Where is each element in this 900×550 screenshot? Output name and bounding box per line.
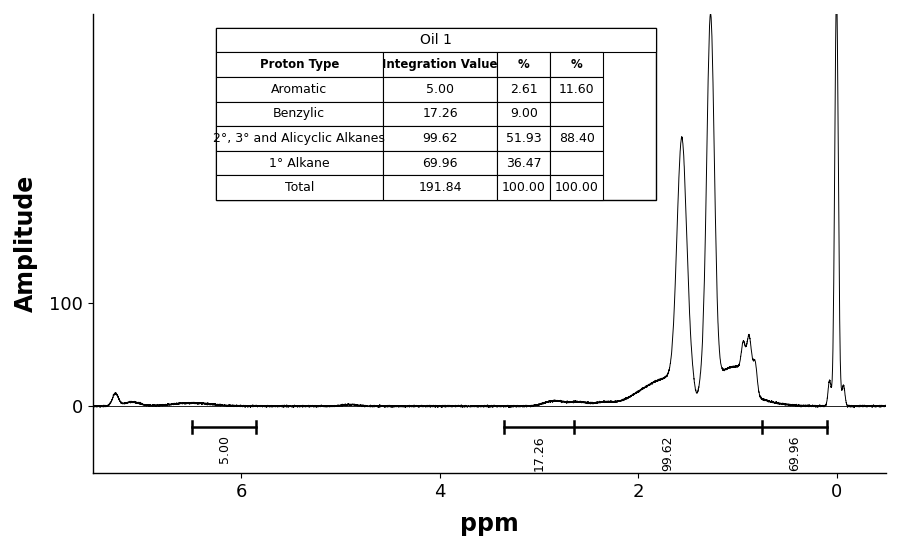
Bar <box>382 52 498 77</box>
Text: %: % <box>518 58 530 71</box>
Bar <box>550 77 603 102</box>
Bar <box>498 126 550 151</box>
X-axis label: ppm: ppm <box>460 512 518 536</box>
Bar <box>216 28 656 200</box>
Bar <box>382 126 498 151</box>
Text: Integration Value: Integration Value <box>382 58 498 71</box>
Bar <box>216 126 382 151</box>
Text: Total: Total <box>284 181 314 194</box>
Bar <box>498 175 550 200</box>
Text: 88.40: 88.40 <box>559 132 595 145</box>
Text: 69.96: 69.96 <box>422 157 458 169</box>
Text: 100.00: 100.00 <box>554 181 598 194</box>
Bar <box>382 151 498 175</box>
Text: 2°, 3° and Alicyclic Alkanes: 2°, 3° and Alicyclic Alkanes <box>213 132 385 145</box>
Text: 17.26: 17.26 <box>533 435 545 471</box>
Text: 5.00: 5.00 <box>218 435 230 463</box>
Bar <box>498 151 550 175</box>
Bar <box>550 102 603 126</box>
Bar <box>550 52 603 77</box>
Text: 5.00: 5.00 <box>427 82 454 96</box>
Text: 17.26: 17.26 <box>422 107 458 120</box>
Bar <box>216 77 382 102</box>
Text: 36.47: 36.47 <box>506 157 542 169</box>
Text: 51.93: 51.93 <box>506 132 542 145</box>
Bar <box>498 52 550 77</box>
Bar <box>382 175 498 200</box>
Bar <box>382 102 498 126</box>
Bar <box>216 28 656 52</box>
Text: 191.84: 191.84 <box>418 181 462 194</box>
Bar <box>550 151 603 175</box>
Text: Proton Type: Proton Type <box>259 58 339 71</box>
Text: Benzylic: Benzylic <box>274 107 325 120</box>
Bar <box>498 77 550 102</box>
Text: 1° Alkane: 1° Alkane <box>269 157 329 169</box>
Bar <box>550 175 603 200</box>
Bar <box>216 52 382 77</box>
Bar <box>550 126 603 151</box>
Text: %: % <box>571 58 582 71</box>
Bar <box>216 175 382 200</box>
Text: 11.60: 11.60 <box>559 82 595 96</box>
Text: 99.62: 99.62 <box>662 435 674 471</box>
Text: 99.62: 99.62 <box>422 132 458 145</box>
Text: Aromatic: Aromatic <box>271 82 328 96</box>
Bar <box>498 102 550 126</box>
Bar <box>216 151 382 175</box>
Y-axis label: Amplitude: Amplitude <box>14 175 38 312</box>
Text: Oil 1: Oil 1 <box>420 33 452 47</box>
Bar <box>382 77 498 102</box>
Text: 9.00: 9.00 <box>510 107 538 120</box>
Bar <box>216 102 382 126</box>
Text: 100.00: 100.00 <box>502 181 545 194</box>
Text: 69.96: 69.96 <box>788 435 801 471</box>
Text: 2.61: 2.61 <box>510 82 537 96</box>
